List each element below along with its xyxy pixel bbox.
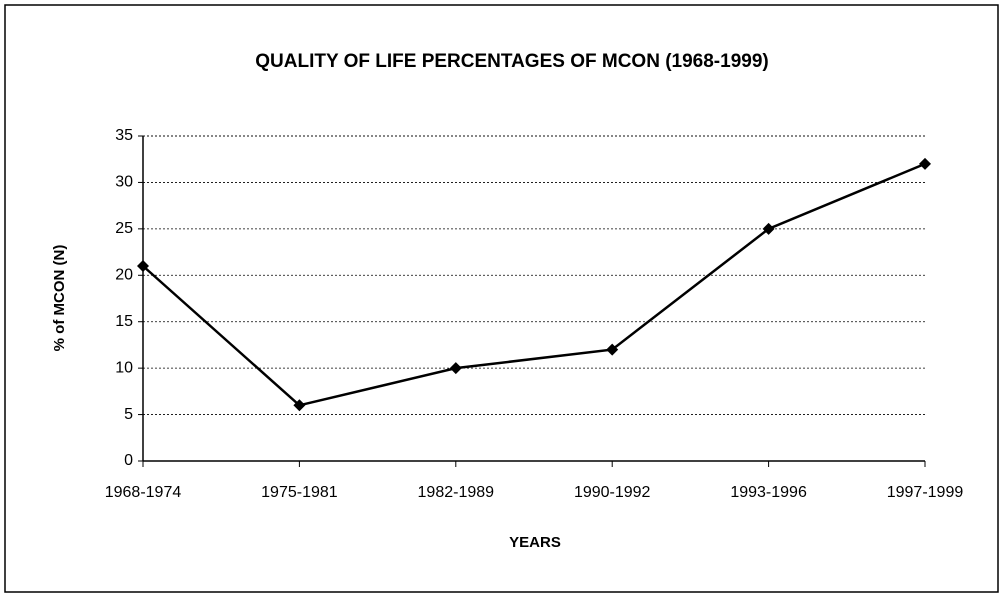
y-tick-label: 35	[115, 127, 133, 144]
x-tick-label: 1990-1992	[574, 484, 651, 501]
y-tick-label: 20	[115, 267, 133, 284]
y-tick-label: 10	[115, 359, 133, 376]
data-point	[137, 260, 149, 272]
data-line	[142, 162, 926, 407]
y-tick-label: 5	[124, 406, 133, 423]
x-tick-label: 1997-1999	[887, 484, 964, 501]
data-point	[606, 343, 619, 356]
data-point	[919, 157, 931, 170]
y-axis-label: % of MCON (N)	[51, 245, 68, 352]
x-tick-label: 1993-1996	[730, 484, 807, 501]
x-tick-label: 1982-1989	[418, 484, 495, 501]
y-tick-label: 0	[124, 452, 133, 469]
x-tick-label: 1968-1974	[105, 484, 182, 501]
x-tick-label: 1975-1981	[261, 484, 338, 501]
x-axis-label: YEARS	[509, 534, 561, 551]
chart-frame	[4, 4, 999, 593]
data-point	[762, 222, 775, 235]
y-tick-label: 15	[115, 313, 133, 330]
y-tick-label: 25	[115, 220, 133, 237]
chart-title: QUALITY OF LIFE PERCENTAGES OF MCON (196…	[255, 51, 768, 72]
data-point	[293, 399, 306, 412]
y-tick-label: 30	[115, 174, 133, 191]
data-point	[449, 362, 462, 375]
